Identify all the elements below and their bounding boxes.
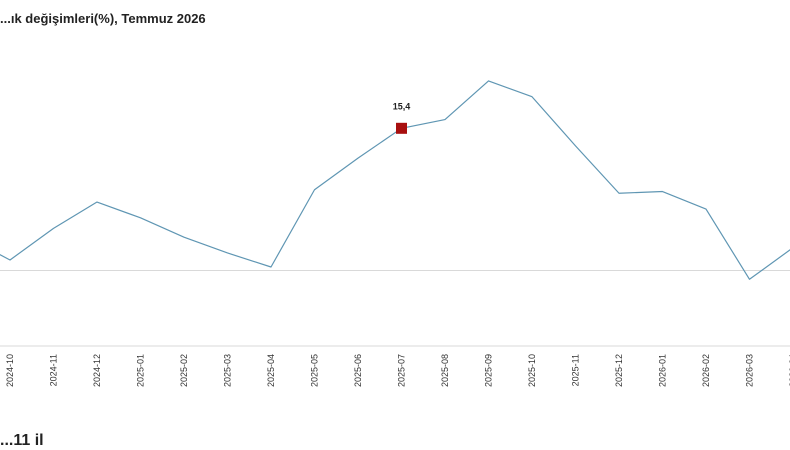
x-tick-2025-10: 2025-10 bbox=[527, 354, 537, 387]
data-point-2024-10[interactable] bbox=[8, 258, 12, 262]
data-point-2025-04[interactable] bbox=[269, 265, 273, 269]
data-point-2025-06[interactable] bbox=[356, 156, 360, 160]
data-point-2024-11[interactable] bbox=[52, 226, 56, 230]
data-point-2025-08[interactable] bbox=[443, 118, 447, 122]
data-point-2025-11[interactable] bbox=[574, 144, 578, 148]
x-tick-2024-11: 2024-11 bbox=[49, 354, 59, 386]
x-tick-2025-04: 2025-04 bbox=[266, 354, 276, 387]
highlight-value-label: 15,4 bbox=[393, 101, 411, 111]
x-tick-2026-04: 2026-04 bbox=[788, 354, 790, 387]
data-point-2026-03[interactable] bbox=[748, 277, 752, 281]
data-point-2025-09[interactable] bbox=[487, 79, 491, 83]
x-tick-2025-03: 2025-03 bbox=[223, 354, 233, 387]
highlight-marker[interactable] bbox=[396, 122, 407, 134]
data-point-2025-05[interactable] bbox=[313, 188, 317, 192]
x-tick-2026-02: 2026-02 bbox=[701, 354, 711, 387]
data-point-2024-12[interactable] bbox=[95, 200, 99, 204]
x-tick-2025-07: 2025-07 bbox=[397, 354, 407, 387]
chart-title: ...ık değişimleri(%), Temmuz 2026 bbox=[0, 11, 206, 26]
data-point-2026-02[interactable] bbox=[704, 207, 708, 211]
x-tick-2025-12: 2025-12 bbox=[614, 354, 624, 387]
data-point-2026-01[interactable] bbox=[661, 190, 665, 194]
x-tick-2025-11: 2025-11 bbox=[571, 354, 581, 386]
x-axis-ticks: 2024-10 2024-11 2024-12 2025-01 2025-02 2025-… bbox=[5, 354, 790, 387]
data-point-2025-02[interactable] bbox=[182, 235, 186, 239]
line-chart: 2024-10 2024-11 2024-12 2025-01 2025-02 2025-… bbox=[0, 79, 790, 387]
x-tick-2024-10: 2024-10 bbox=[5, 354, 15, 387]
data-point-2025-10[interactable] bbox=[530, 95, 534, 99]
x-tick-2025-08: 2025-08 bbox=[440, 354, 450, 387]
data-point-2025-01[interactable] bbox=[139, 216, 143, 220]
x-tick-2025-06: 2025-06 bbox=[353, 354, 363, 387]
x-tick-2025-05: 2025-05 bbox=[310, 354, 320, 387]
x-tick-2025-09: 2025-09 bbox=[484, 354, 494, 387]
x-tick-2026-01: 2026-01 bbox=[658, 354, 668, 387]
footer-text: ...11 il bbox=[0, 432, 44, 449]
x-tick-2026-03: 2026-03 bbox=[745, 354, 755, 387]
data-point-2025-12[interactable] bbox=[617, 191, 621, 195]
x-tick-2025-02: 2025-02 bbox=[179, 354, 189, 387]
x-tick-2025-01: 2025-01 bbox=[136, 354, 146, 387]
data-point-2025-03[interactable] bbox=[226, 251, 230, 255]
x-tick-2024-12: 2024-12 bbox=[92, 354, 102, 387]
